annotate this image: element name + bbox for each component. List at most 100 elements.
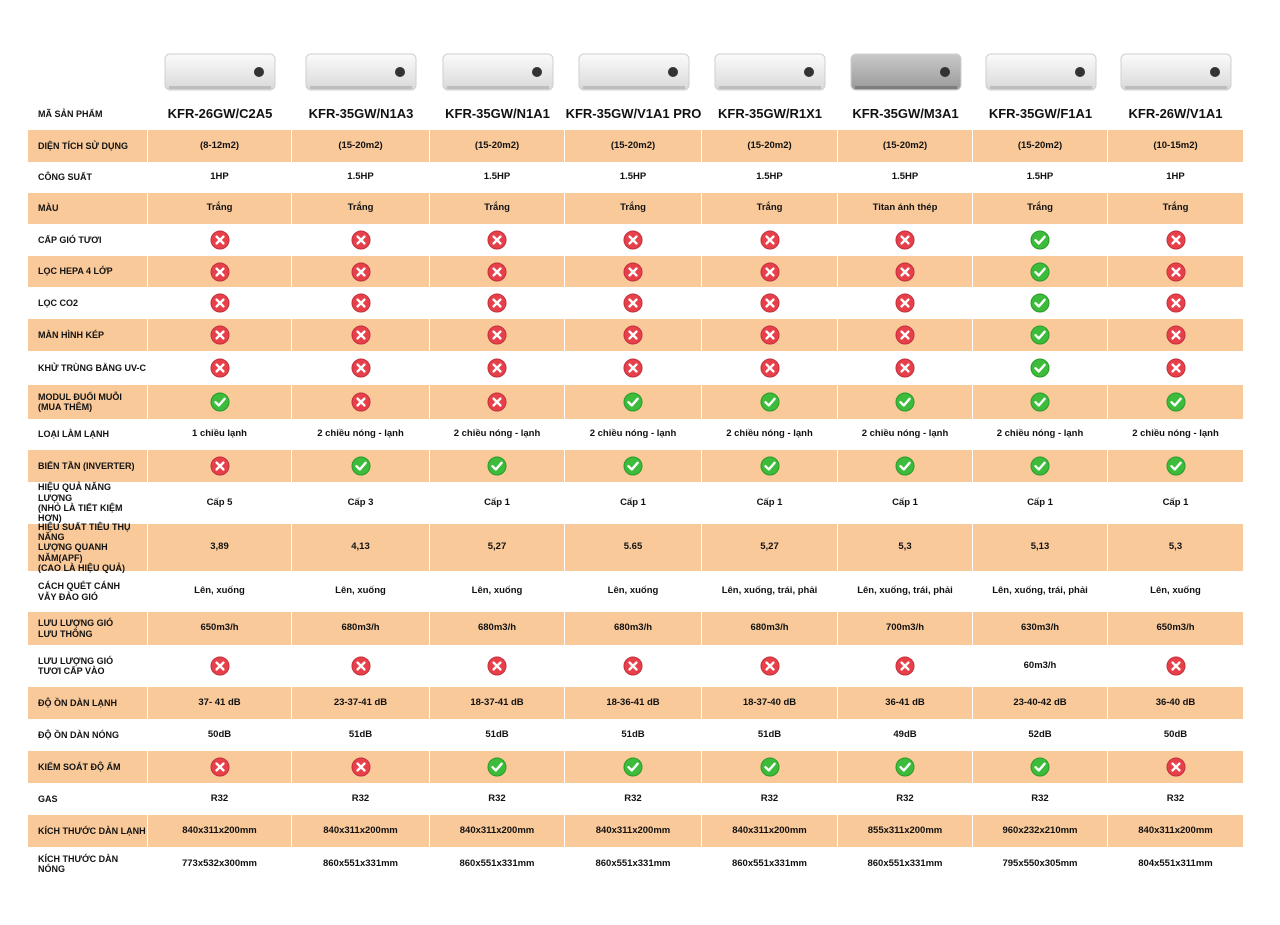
value-cell: 700m3/h	[838, 612, 972, 645]
value-cell: 840x311x200mm	[292, 815, 429, 847]
value-cell: 5,13	[973, 524, 1107, 571]
icon-cell	[838, 224, 972, 256]
icon-cell	[430, 287, 564, 319]
check-icon	[623, 456, 643, 476]
icon-cell	[148, 351, 291, 385]
cross-icon	[1166, 293, 1185, 313]
cross-icon	[895, 293, 915, 313]
icon-cell	[430, 645, 564, 687]
value-cell: 36-40 dB	[1108, 687, 1243, 719]
product-name: KFR-35GW/M3A1	[852, 105, 959, 121]
icon-cell	[1108, 385, 1243, 419]
cross-icon	[351, 392, 370, 412]
value-cell: 804x551x311mm	[1138, 857, 1213, 869]
check-icon	[1166, 456, 1185, 476]
cross-icon	[760, 656, 779, 676]
value-cell: 1.5HP	[756, 171, 783, 183]
icon-cell	[292, 645, 429, 687]
value-cell: 773x532x300mm	[181, 857, 257, 869]
row-label: LOẠI LÀM LẠNH	[38, 429, 109, 440]
value-cell: 51dB	[485, 728, 509, 740]
value-cell: 1.5HP	[891, 171, 919, 183]
check-icon	[1166, 392, 1185, 412]
value-cell: 860x551x331mm	[731, 857, 807, 869]
cross-icon	[623, 325, 643, 345]
icon-cell	[838, 319, 972, 351]
check-icon	[1030, 262, 1050, 281]
value-cell: R32	[351, 792, 370, 804]
icon-cell	[430, 256, 564, 287]
icon-cell	[430, 751, 564, 783]
icon-cell	[702, 645, 837, 687]
row-label: MÀN HÌNH KÉP	[28, 319, 147, 351]
value-cell: 4,13	[292, 524, 429, 571]
value-cell: Lên, xuống	[335, 585, 386, 597]
check-icon	[623, 757, 643, 777]
value-cell: Cấp 3	[347, 496, 374, 508]
cross-icon	[760, 262, 779, 281]
icon-cell	[838, 751, 972, 783]
icon-cell	[973, 351, 1107, 385]
cross-icon	[210, 325, 229, 345]
icon-cell	[292, 385, 429, 419]
row-label: LƯU LƯỢNG GIÓ LƯU THÔNG	[28, 612, 147, 645]
icon-cell	[702, 450, 837, 482]
value-cell: R32	[760, 792, 779, 804]
row-label: MÀU	[28, 193, 147, 224]
icon-cell	[292, 751, 429, 783]
cross-icon	[1166, 230, 1185, 250]
value-cell: 51dB	[348, 728, 373, 740]
value-cell: Cấp 1	[484, 496, 510, 508]
check-icon	[487, 456, 507, 476]
icon-cell	[973, 319, 1107, 351]
value-cell: 860x551x331mm	[459, 857, 535, 869]
product-image	[578, 53, 689, 91]
icon-cell	[292, 256, 429, 287]
value-cell: Trắng	[1108, 193, 1243, 224]
row-label: KIỂM SOÁT ĐỘ ẨM	[28, 751, 147, 783]
cross-icon	[1166, 656, 1185, 676]
icon-cell	[973, 385, 1107, 419]
value-cell: 1 chiều lạnh	[192, 428, 247, 440]
check-icon	[1030, 325, 1050, 345]
product-image	[164, 53, 276, 91]
value-cell: Cấp 5	[206, 496, 233, 508]
icon-cell	[1108, 319, 1243, 351]
value-cell: 680m3/h	[702, 612, 837, 645]
cross-icon	[487, 392, 507, 412]
value-cell: 1HP	[210, 171, 229, 183]
cross-icon	[760, 358, 779, 378]
product-name: KFR-35GW/N1A1	[445, 105, 550, 121]
cross-icon	[895, 262, 915, 281]
check-icon	[1030, 358, 1050, 378]
value-cell: Trắng	[148, 193, 291, 224]
product-image	[850, 53, 961, 91]
cross-icon	[351, 293, 370, 313]
icon-cell	[838, 287, 972, 319]
icon-cell	[702, 751, 837, 783]
icon-cell	[1108, 645, 1243, 687]
value-cell: 3,89	[148, 524, 291, 571]
value-cell: 630m3/h	[973, 612, 1107, 645]
icon-cell	[565, 224, 701, 256]
value-cell: (15-20m2)	[838, 130, 972, 162]
icon-cell	[1108, 224, 1243, 256]
icon-cell	[148, 256, 291, 287]
cross-icon	[210, 358, 229, 378]
row-label: BIẾN TẦN (INVERTER)	[28, 450, 147, 482]
icon-cell	[838, 450, 972, 482]
value-cell: 1HP	[1166, 171, 1185, 183]
icon-cell	[148, 224, 291, 256]
icon-cell	[292, 319, 429, 351]
icon-cell	[973, 287, 1107, 319]
product-image	[985, 53, 1096, 91]
value-cell: 840x311x200mm	[148, 815, 291, 847]
value-cell: 36-41 dB	[838, 687, 972, 719]
product-name: KFR-26W/V1A1	[1128, 105, 1223, 121]
value-cell: Cấp 1	[1027, 496, 1053, 508]
cross-icon	[895, 358, 915, 378]
check-icon	[1030, 230, 1050, 250]
value-cell: 860x551x331mm	[322, 857, 398, 869]
value-cell: 60m3/h	[1023, 659, 1057, 671]
